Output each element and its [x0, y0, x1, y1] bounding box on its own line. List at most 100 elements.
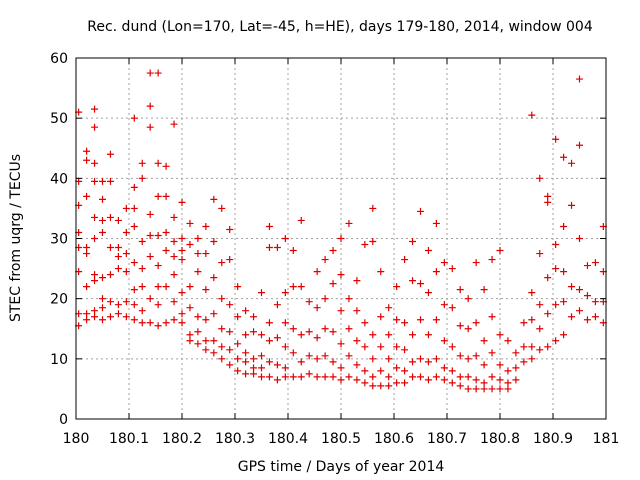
- data-point: [520, 358, 528, 366]
- data-point: [337, 364, 345, 372]
- data-point: [472, 376, 480, 384]
- data-point: [130, 301, 138, 309]
- data-point: [385, 355, 393, 363]
- data-point: [329, 280, 337, 288]
- data-point: [250, 355, 258, 363]
- data-point: [106, 244, 114, 252]
- data-point: [83, 310, 91, 318]
- data-point: [576, 307, 583, 315]
- data-point: [202, 346, 210, 354]
- data-point: [242, 349, 250, 357]
- data-point: [106, 177, 114, 185]
- x-tick-label: 181: [593, 431, 620, 447]
- data-point: [138, 283, 146, 291]
- data-point: [106, 298, 114, 306]
- data-point: [456, 373, 464, 381]
- data-point: [138, 265, 146, 273]
- data-point: [122, 268, 130, 276]
- data-point: [91, 213, 99, 221]
- data-point: [99, 316, 106, 324]
- data-point: [576, 235, 583, 242]
- data-point: [250, 328, 258, 336]
- data-point: [170, 120, 178, 128]
- data-point: [130, 114, 138, 122]
- data-point: [130, 259, 138, 267]
- data-point: [178, 256, 186, 264]
- data-point: [417, 207, 424, 215]
- data-point: [210, 274, 218, 282]
- data-point: [106, 213, 114, 221]
- data-point: [99, 195, 106, 203]
- y-tick-labels: 0 10 20 30 40 50 60: [50, 51, 68, 428]
- x-axis-label: GPS time / Days of year 2014: [238, 459, 445, 475]
- data-point: [91, 313, 99, 321]
- data-point: [345, 219, 353, 227]
- data-point: [106, 313, 114, 321]
- data-point: [401, 367, 409, 375]
- data-point: [234, 367, 242, 375]
- data-point: [218, 259, 226, 267]
- data-point: [528, 316, 536, 324]
- data-point: [154, 301, 162, 309]
- y-tick-label: 30: [50, 232, 68, 248]
- data-point: [226, 346, 234, 354]
- data-point: [281, 235, 289, 242]
- data-point: [409, 277, 417, 285]
- data-point: [552, 241, 560, 249]
- data-point: [544, 198, 552, 206]
- data-point: [568, 159, 576, 167]
- data-point: [162, 319, 170, 327]
- data-point: [297, 373, 305, 381]
- data-point: [488, 313, 496, 321]
- y-tick-label: 10: [50, 352, 68, 368]
- data-point: [417, 280, 424, 288]
- data-point: [178, 310, 186, 318]
- data-point: [321, 352, 329, 360]
- data-point: [178, 198, 186, 206]
- data-point: [591, 298, 599, 306]
- data-point: [83, 283, 91, 291]
- data-point: [504, 367, 512, 375]
- data-point: [377, 313, 385, 321]
- data-point: [186, 219, 194, 227]
- data-point: [552, 135, 560, 143]
- data-point: [313, 304, 321, 312]
- data-point: [369, 373, 377, 381]
- data-point: [218, 355, 226, 363]
- data-point: [258, 373, 265, 381]
- data-point: [472, 319, 480, 327]
- data-point: [273, 376, 281, 384]
- x-tick-label: 180.3: [215, 431, 255, 447]
- data-point: [480, 286, 488, 294]
- data-point: [218, 204, 226, 212]
- data-point: [226, 361, 234, 369]
- data-point: [560, 298, 568, 306]
- data-point: [321, 373, 329, 381]
- data-point: [114, 310, 122, 318]
- data-point: [242, 370, 250, 378]
- data-point: [162, 192, 170, 200]
- data-point: [122, 204, 130, 212]
- data-point: [265, 358, 273, 366]
- data-point: [369, 331, 377, 339]
- data-point: [496, 331, 504, 339]
- data-point: [440, 376, 448, 384]
- data-point: [448, 343, 456, 351]
- data-point: [250, 313, 258, 321]
- data-point: [345, 373, 353, 381]
- data-point: [194, 313, 202, 321]
- data-point: [218, 295, 226, 303]
- data-point: [536, 346, 544, 354]
- data-point: [591, 313, 599, 321]
- data-point: [345, 352, 353, 360]
- data-point: [560, 222, 568, 230]
- data-point: [130, 183, 138, 191]
- data-point: [528, 289, 536, 297]
- data-point: [178, 247, 186, 255]
- data-point: [138, 238, 146, 246]
- data-point: [591, 259, 599, 267]
- data-point: [345, 295, 353, 303]
- data-point: [409, 373, 417, 381]
- data-point: [265, 319, 273, 327]
- data-point: [329, 373, 337, 381]
